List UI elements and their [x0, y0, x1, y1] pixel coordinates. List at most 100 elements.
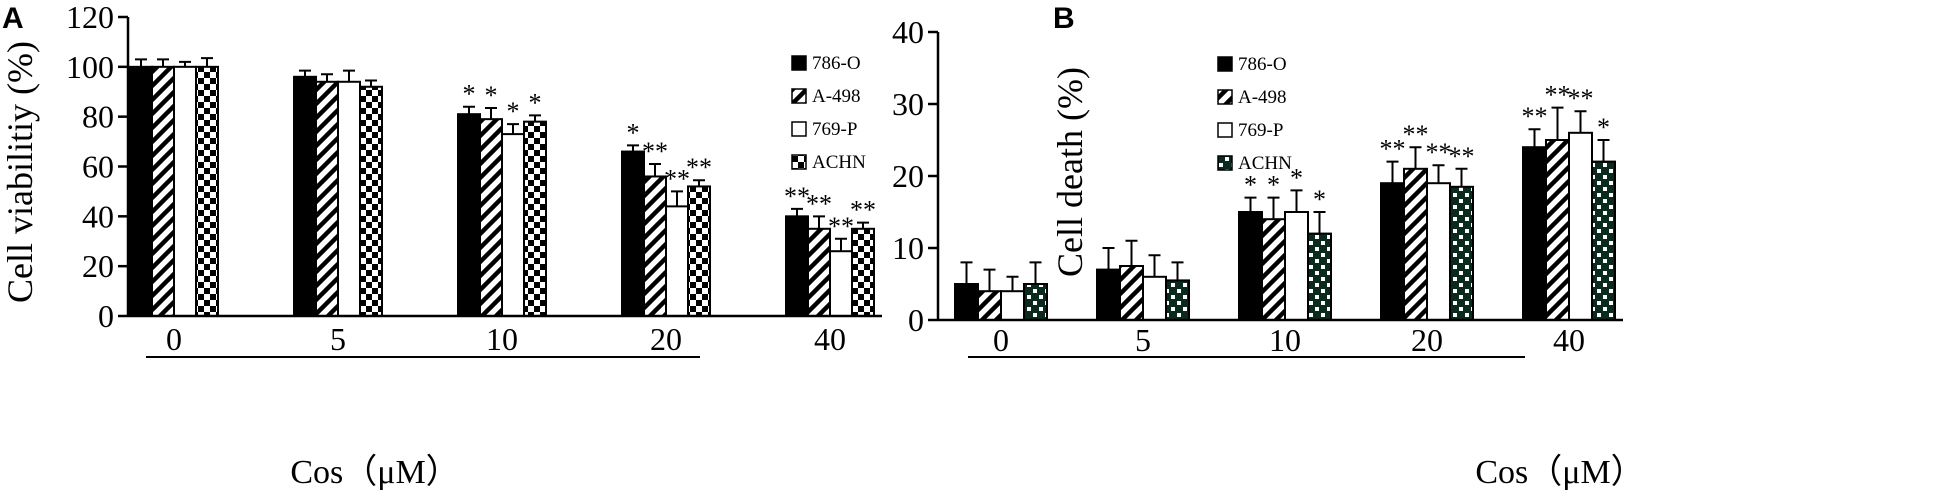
y-tick-label: 10 — [892, 230, 924, 266]
panel-a-letter: A — [2, 2, 24, 35]
significance-star: ** — [806, 189, 832, 218]
error-bar — [1267, 196, 1280, 220]
significance-star: ** — [1403, 120, 1429, 149]
error-bar — [693, 179, 705, 187]
panel-b-x-ticks: 0 5 10 20 40 — [938, 318, 1623, 358]
error-bar — [343, 69, 355, 82]
error-bar — [157, 58, 169, 67]
legend-label: A-498 — [1238, 87, 1287, 108]
error-bar — [983, 268, 996, 292]
significance-star: ** — [642, 137, 668, 166]
error-bar — [529, 114, 541, 122]
bar-a-498-40 — [807, 227, 831, 318]
bar-a-498-5 — [315, 80, 339, 317]
bar-achn-10 — [1307, 232, 1332, 322]
panel-b-letter: B — [1053, 2, 1075, 35]
bar-achn-20 — [687, 185, 711, 317]
bar-achn-5 — [359, 85, 383, 318]
legend-label: 786-O — [1238, 54, 1287, 75]
error-bar — [507, 123, 519, 135]
significance-star: * — [507, 97, 520, 126]
error-bar — [627, 144, 639, 152]
bar-769-p-10 — [1284, 211, 1309, 321]
error-bar — [201, 57, 213, 67]
panel-a-y-axis-label: Cell viabilitiy (%) — [0, 41, 40, 303]
panel-b-x-axis-label: Cos（μM） — [1475, 453, 1644, 491]
legend-swatch — [1217, 122, 1233, 138]
legend-swatch — [791, 88, 807, 104]
legend-label: ACHN — [812, 152, 866, 173]
bar-a-498-20 — [1403, 167, 1428, 321]
significance-star: ** — [850, 196, 876, 225]
x-tick-label: 20 — [650, 321, 682, 357]
error-bar — [179, 60, 191, 67]
significance-star: * — [1313, 185, 1326, 214]
bar-769-p-0 — [173, 65, 197, 318]
error-bar — [1409, 146, 1422, 169]
y-tick-label: 20 — [892, 158, 924, 194]
x-tick-label: 10 — [486, 321, 518, 357]
significance-star: ** — [784, 182, 810, 211]
bar-achn-40 — [1591, 160, 1616, 321]
error-bar — [365, 79, 377, 87]
x-tick-label: 0 — [993, 322, 1009, 358]
y-tick-label: 30 — [892, 86, 924, 122]
bar-a-498-0 — [151, 65, 175, 318]
bar-786-o-10 — [1238, 211, 1263, 321]
bar-786-o-20 — [1380, 182, 1405, 321]
bar-786-o-5 — [293, 75, 317, 317]
y-tick-label: 0 — [98, 298, 114, 334]
x-tick-label: 5 — [330, 321, 346, 357]
bar-786-o-10 — [457, 113, 481, 317]
error-bar — [1574, 110, 1587, 133]
significance-star: * — [627, 118, 640, 147]
legend-swatch — [791, 121, 807, 137]
error-bar — [649, 163, 661, 177]
bar-a-498-10 — [1261, 218, 1286, 321]
panel-a-chart: A Cell viabilitiy (%) Cos（μM） 0 20 40 60 80 1… — [0, 0, 882, 491]
significance-star: ** — [686, 153, 712, 182]
panel-b-y-axis-label: Cell death (%) — [1050, 67, 1090, 277]
legend-label: 786-O — [812, 53, 861, 74]
bar-769-p-20 — [1426, 182, 1451, 321]
y-tick-label: 40 — [82, 198, 114, 234]
legend-label: ACHN — [1238, 153, 1292, 174]
error-bar — [1551, 106, 1564, 140]
y-tick-label: 20 — [82, 248, 114, 284]
significance-star: * — [529, 88, 542, 117]
bar-786-o-0 — [129, 65, 153, 318]
bar-achn-40 — [851, 227, 875, 318]
bar-a-498-20 — [643, 175, 667, 317]
error-bar — [135, 58, 147, 67]
error-bar — [791, 207, 803, 217]
panel-a-y-ticks: 0 20 40 60 80 100 120 — [66, 0, 130, 334]
error-bar — [485, 106, 497, 120]
error-bar — [1597, 139, 1610, 162]
error-bar — [1006, 275, 1019, 292]
bar-a-498-0 — [977, 290, 1002, 322]
error-bar — [1171, 261, 1184, 281]
y-tick-label: 40 — [892, 14, 924, 50]
bar-769-p-0 — [1000, 290, 1025, 322]
error-bar — [1125, 239, 1138, 266]
significance-star: * — [1597, 113, 1610, 142]
bar-786-o-0 — [954, 283, 979, 321]
bar-769-p-40 — [829, 250, 853, 317]
error-bar — [835, 237, 847, 252]
bar-achn-0 — [1023, 283, 1048, 321]
error-bar — [1386, 160, 1399, 184]
x-tick-label: 5 — [1135, 322, 1151, 358]
bar-a-498-40 — [1545, 139, 1570, 321]
error-bar — [1455, 167, 1468, 187]
error-bar — [1029, 261, 1042, 284]
legend-swatch — [791, 154, 807, 170]
x-tick-label: 10 — [1269, 322, 1301, 358]
y-tick-label: 100 — [66, 49, 114, 85]
legend-label: 769-P — [1238, 120, 1283, 141]
panel-a-legend: 786-O A-498 769-P ACHN — [791, 53, 866, 173]
bar-achn-10 — [523, 120, 547, 318]
error-bar — [671, 190, 683, 207]
legend-label: 769-P — [812, 119, 857, 140]
y-tick-label: 80 — [82, 99, 114, 135]
